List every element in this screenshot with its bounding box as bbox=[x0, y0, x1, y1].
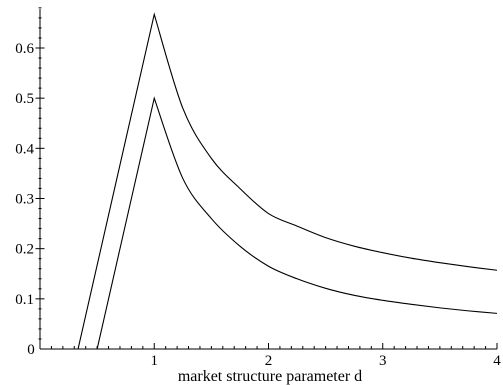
axes bbox=[35, 7, 498, 350]
x-tick-label: 1 bbox=[151, 353, 159, 369]
x-tick-label: 3 bbox=[379, 353, 387, 369]
curves bbox=[77, 12, 498, 350]
series-line-2 bbox=[96, 96, 498, 350]
series-line-1 bbox=[77, 12, 498, 350]
x-tick-label: 0 bbox=[27, 342, 35, 358]
y-tick-label: 0.4 bbox=[15, 141, 34, 157]
y-tick-label: 0.1 bbox=[15, 292, 34, 308]
y-tick-label: 0.3 bbox=[15, 192, 34, 208]
x-tick-label: 4 bbox=[493, 353, 501, 369]
y-tick-label: 0.6 bbox=[15, 41, 34, 57]
y-tick-label: 0.2 bbox=[15, 242, 34, 258]
x-axis-title: market structure parameter d bbox=[178, 368, 362, 385]
x-tick-label: 2 bbox=[265, 353, 273, 369]
tick-labels: 0 1 2 3 4 0.1 0.2 0.3 0.4 0.5 0.6 bbox=[15, 41, 501, 369]
y-tick-label: 0.5 bbox=[15, 91, 34, 107]
